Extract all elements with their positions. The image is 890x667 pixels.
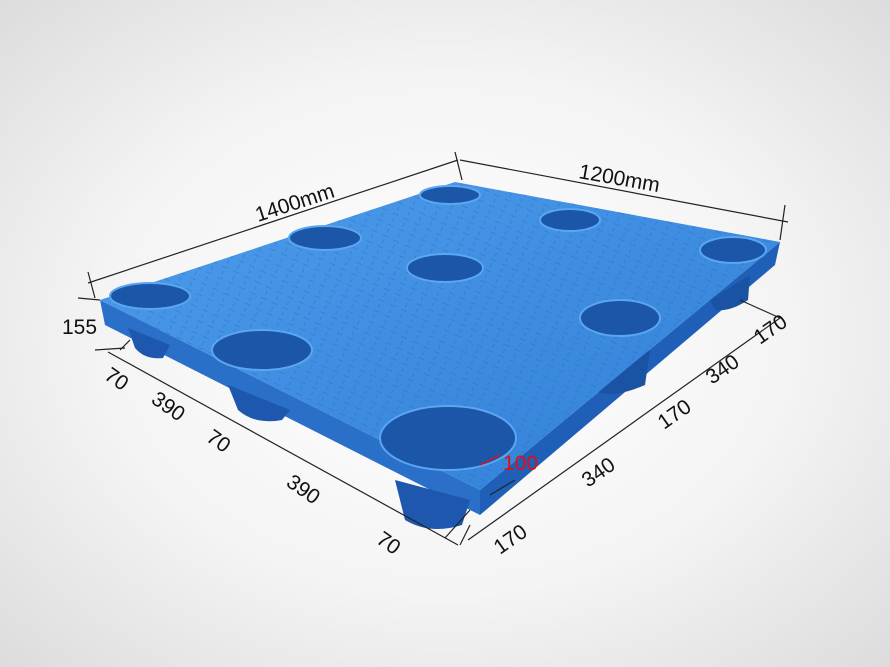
right-segment-label: 170 xyxy=(490,520,532,559)
foot-width-label: 100 xyxy=(503,452,538,475)
width-label: 1200mm xyxy=(577,160,661,197)
pallet-wells xyxy=(109,185,767,471)
pallet-leg xyxy=(228,385,290,422)
dimension-lines xyxy=(77,151,789,546)
left-segment-label: 70 xyxy=(100,363,132,395)
foot-width-marker xyxy=(479,454,516,496)
well xyxy=(288,225,362,251)
pallet-leg xyxy=(395,480,470,529)
well xyxy=(579,299,661,337)
left-segment-label: 70 xyxy=(202,425,234,457)
well xyxy=(539,208,601,232)
right-segment-label: 170 xyxy=(750,310,792,349)
right-segment-label: 340 xyxy=(578,453,620,492)
length-label: 1400mm xyxy=(252,180,337,227)
height-label: 155 xyxy=(62,316,97,339)
well xyxy=(211,329,313,371)
left-segment-label: 390 xyxy=(282,470,324,509)
well xyxy=(379,405,517,471)
pallet-body xyxy=(100,182,780,529)
pallet-leg xyxy=(128,328,170,359)
right-segment-label: 170 xyxy=(654,395,696,434)
well xyxy=(699,236,767,264)
well xyxy=(419,185,481,205)
well xyxy=(109,282,191,310)
right-segment-label: 340 xyxy=(702,350,744,389)
left-segment-label: 70 xyxy=(372,527,404,559)
well xyxy=(406,253,484,283)
pallet-leg xyxy=(710,275,750,311)
